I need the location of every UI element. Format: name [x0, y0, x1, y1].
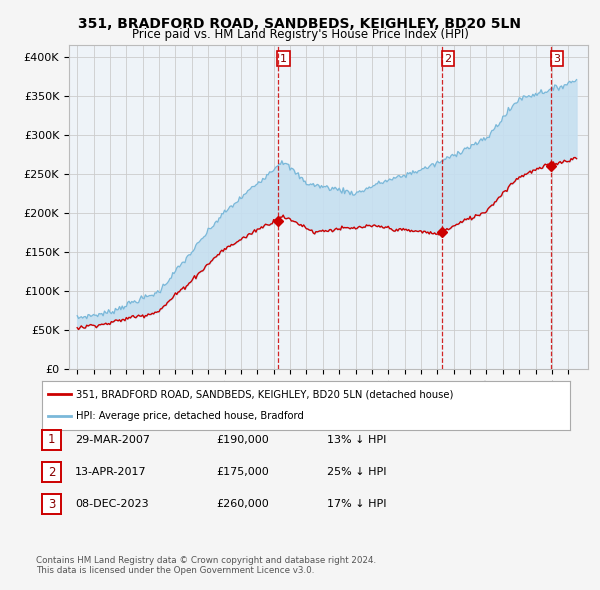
- Text: 3: 3: [48, 498, 55, 511]
- Text: £190,000: £190,000: [216, 435, 269, 444]
- Text: 3: 3: [553, 54, 560, 64]
- Text: 2: 2: [48, 466, 55, 478]
- Text: 08-DEC-2023: 08-DEC-2023: [75, 500, 149, 509]
- Text: 25% ↓ HPI: 25% ↓ HPI: [327, 467, 386, 477]
- Text: HPI: Average price, detached house, Bradford: HPI: Average price, detached house, Brad…: [76, 411, 304, 421]
- Text: 351, BRADFORD ROAD, SANDBEDS, KEIGHLEY, BD20 5LN: 351, BRADFORD ROAD, SANDBEDS, KEIGHLEY, …: [79, 17, 521, 31]
- Text: 1: 1: [280, 54, 287, 64]
- Text: 17% ↓ HPI: 17% ↓ HPI: [327, 500, 386, 509]
- Text: 29-MAR-2007: 29-MAR-2007: [75, 435, 150, 444]
- Text: 351, BRADFORD ROAD, SANDBEDS, KEIGHLEY, BD20 5LN (detached house): 351, BRADFORD ROAD, SANDBEDS, KEIGHLEY, …: [76, 389, 454, 399]
- Text: 1: 1: [48, 433, 55, 446]
- Text: 2: 2: [445, 54, 452, 64]
- Text: 13% ↓ HPI: 13% ↓ HPI: [327, 435, 386, 444]
- Text: £260,000: £260,000: [216, 500, 269, 509]
- Text: Price paid vs. HM Land Registry's House Price Index (HPI): Price paid vs. HM Land Registry's House …: [131, 28, 469, 41]
- Text: 13-APR-2017: 13-APR-2017: [75, 467, 146, 477]
- Text: Contains HM Land Registry data © Crown copyright and database right 2024.
This d: Contains HM Land Registry data © Crown c…: [36, 556, 376, 575]
- Text: £175,000: £175,000: [216, 467, 269, 477]
